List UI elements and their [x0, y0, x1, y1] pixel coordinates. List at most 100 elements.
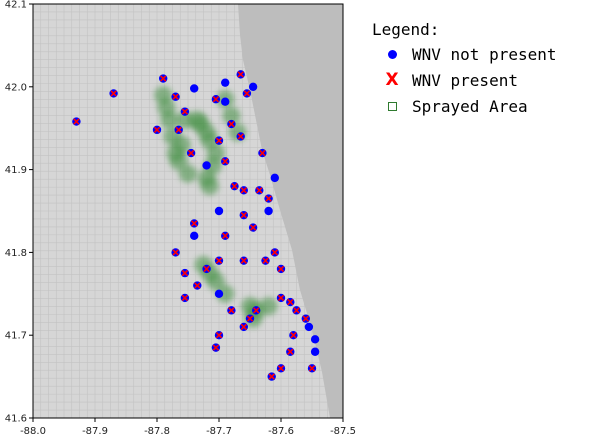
legend-entry-wnv-present: X WNV present — [372, 67, 557, 93]
wnv-present-point — [212, 344, 220, 351]
legend-label: WNV present — [412, 70, 518, 90]
sprayed-area-mark — [222, 106, 241, 125]
wnv-present-point — [240, 187, 247, 194]
wnv-present-point — [277, 294, 285, 302]
wnv-present-point — [237, 71, 244, 78]
wnv-present-point — [215, 257, 223, 264]
wnv-not-present-point — [190, 231, 199, 241]
wnv-not-present-point — [202, 161, 211, 170]
wnv-present-point — [290, 332, 297, 339]
sprayed-area-mark — [259, 297, 278, 316]
wnv-present-point — [110, 90, 117, 97]
wnv-present-point — [287, 348, 294, 355]
wnv-present-point — [212, 96, 220, 103]
wnv-present-point — [271, 249, 278, 256]
y-axis: 41.6 41.7 41.8 41.9 42.0 42.1 — [5, 0, 33, 425]
wnv-present-point — [203, 265, 210, 273]
wnv-present-point — [259, 149, 266, 157]
x-tick-label: -87.5 — [330, 426, 356, 437]
wnv-present-point — [302, 315, 309, 322]
x-axis: -88.0 -87.9 -87.8 -87.7 -87.6 -87.5 — [20, 418, 356, 437]
wnv-present-point — [73, 118, 80, 125]
wnv-not-present-point — [214, 206, 224, 216]
wnv-present-point — [191, 220, 198, 227]
wnv-not-present-point — [310, 335, 320, 344]
wnv-not-present-point — [221, 97, 230, 106]
wnv-present-point — [253, 307, 260, 314]
sprayed-area-mark — [172, 135, 191, 154]
wnv-present-point — [277, 265, 285, 273]
wnv-present-point — [249, 224, 257, 231]
x-tick-label: -87.9 — [82, 426, 108, 437]
wnv-present-point — [228, 307, 235, 314]
blue-dot-icon — [387, 49, 397, 59]
wnv-present-point — [181, 269, 189, 277]
y-tick-label: 42.1 — [5, 0, 27, 11]
wnv-present-point — [228, 120, 235, 128]
wnv-present-point — [172, 249, 179, 256]
street-map-background — [32, 3, 344, 419]
wnv-present-point — [268, 373, 275, 380]
wnv-present-point — [262, 257, 269, 264]
x-tick-label: -88.0 — [20, 426, 46, 437]
y-tick-label: 41.8 — [5, 248, 27, 259]
wnv-present-point — [243, 90, 251, 97]
sprayed-area-mark — [175, 110, 194, 129]
wnv-present-point — [194, 282, 201, 289]
y-tick-label: 41.6 — [5, 414, 27, 425]
wnv-not-present-point — [214, 289, 224, 298]
y-tick-label: 42.0 — [5, 82, 27, 93]
wnv-present-point — [256, 187, 263, 194]
wnv-present-point — [175, 126, 182, 134]
legend-title: Legend: — [372, 20, 440, 39]
wnv-not-present-point — [310, 347, 320, 356]
x-tick-label: -87.8 — [144, 426, 170, 437]
legend-label: Sprayed Area — [412, 96, 528, 116]
trap-points-layer — [72, 70, 320, 381]
wnv-present-point — [222, 232, 229, 240]
plot-frame — [32, 3, 344, 419]
sprayed-area-mark — [216, 284, 235, 303]
sprayed-area-mark — [179, 164, 197, 183]
x-tick-label: -87.7 — [206, 426, 232, 437]
wnv-present-point — [293, 307, 300, 314]
wnv-present-point — [181, 294, 189, 302]
wnv-present-point — [308, 365, 316, 372]
wnv-not-present-point — [190, 84, 199, 93]
wnv-present-point — [160, 75, 167, 82]
wnv-present-point — [240, 323, 247, 331]
wnv-present-point — [240, 211, 247, 219]
sprayed-area-mark — [188, 110, 207, 129]
wnv-present-point — [231, 182, 238, 190]
wnv-present-point — [277, 365, 285, 372]
wnv-present-point — [153, 126, 161, 134]
sprayed-area-mark — [169, 152, 188, 171]
lake-michigan — [238, 4, 343, 418]
wnv-present-point — [187, 149, 195, 157]
legend: Legend: WNV not present X WNV present Sp… — [372, 20, 557, 119]
red-x-icon: X — [385, 69, 399, 90]
wnv-present-point — [237, 133, 244, 140]
wnv-present-point — [172, 93, 179, 100]
sprayed-area-mark — [160, 110, 179, 129]
wnv-present-point — [287, 298, 294, 306]
wnv-not-present-point — [221, 78, 230, 87]
legend-entry-sprayed-area: Sprayed Area — [372, 93, 557, 119]
sprayed-area-mark — [206, 272, 225, 291]
wnv-not-present-point — [270, 173, 279, 183]
wnv-not-present-point — [264, 206, 273, 216]
green-square-icon — [387, 101, 397, 111]
y-tick-label: 41.9 — [5, 165, 27, 176]
x-tick-label: -87.6 — [268, 426, 294, 437]
wnv-present-point — [215, 332, 223, 339]
wnv-not-present-point — [304, 322, 314, 332]
wnv-present-point — [240, 257, 247, 264]
wnv-present-point — [222, 158, 229, 165]
legend-label: WNV not present — [412, 44, 557, 64]
sprayed-area-mark — [200, 177, 219, 196]
wnv-present-point — [265, 195, 272, 202]
wnv-present-point — [246, 315, 254, 322]
wnv-present-point — [181, 108, 189, 115]
legend-entry-wnv-not-present: WNV not present — [372, 41, 557, 67]
